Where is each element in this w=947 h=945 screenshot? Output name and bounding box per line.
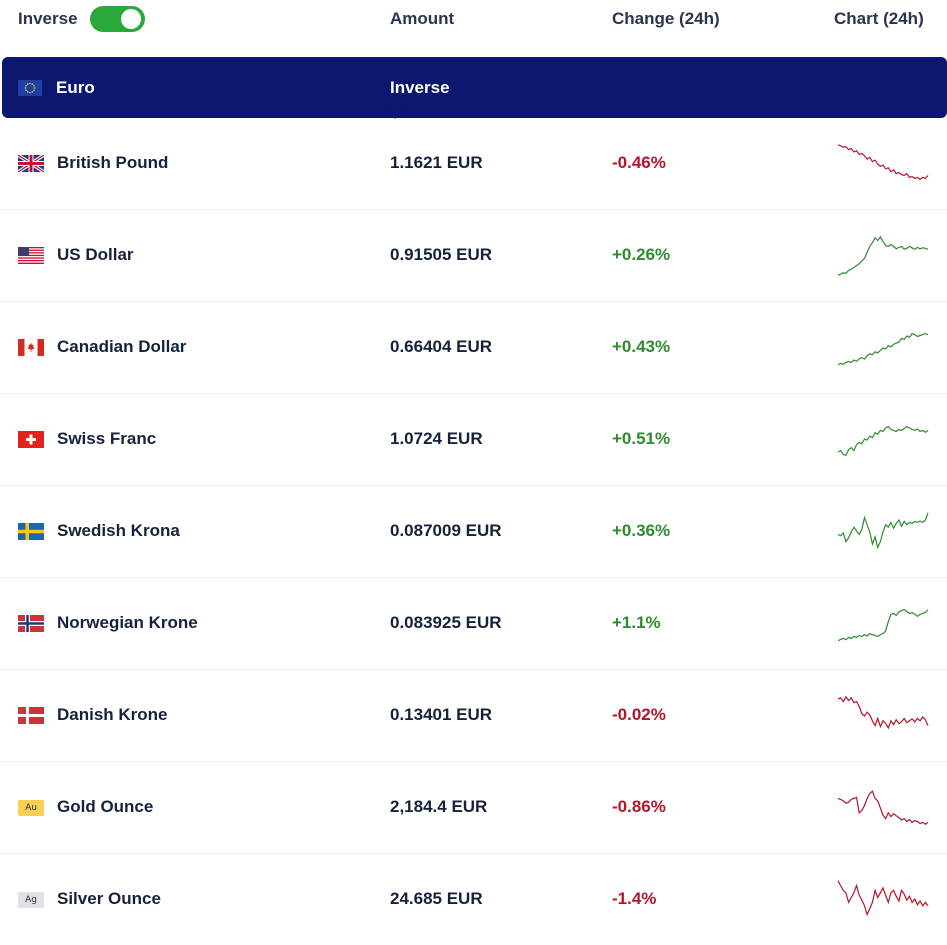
currency-change: -0.46% bbox=[612, 153, 666, 172]
currency-change: +1.1% bbox=[612, 613, 661, 632]
sparkline-chart bbox=[837, 144, 929, 181]
currency-row[interactable]: US Dollar 0.91505 EUR +0.26% bbox=[0, 210, 947, 302]
currency-change: +0.26% bbox=[612, 245, 671, 264]
dk-flag-icon bbox=[18, 707, 44, 724]
ch-flag-icon bbox=[18, 431, 44, 448]
currency-name: Gold Ounce bbox=[57, 797, 154, 816]
gold-ounce-icon: Au bbox=[18, 800, 44, 816]
eu-flag-icon bbox=[18, 80, 42, 96]
currency-name: Danish Krone bbox=[57, 705, 168, 724]
sparkline-line bbox=[837, 235, 929, 276]
currency-amount: 0.087009 EUR bbox=[390, 521, 502, 540]
currency-row[interactable]: British Pound 1.1621 EUR -0.46% bbox=[0, 118, 947, 210]
silver-ounce-icon: Ag bbox=[18, 892, 44, 908]
sparkline-chart bbox=[837, 425, 929, 457]
sparkline-line bbox=[837, 880, 929, 917]
currency-name: Swiss Franc bbox=[57, 429, 157, 448]
currency-name: Canadian Dollar bbox=[57, 337, 187, 356]
currency-amount: 24.685 EUR bbox=[390, 889, 483, 908]
currency-amount: 1.1621 EUR bbox=[390, 153, 483, 172]
se-flag-icon bbox=[18, 523, 44, 540]
sparkline-line bbox=[837, 332, 929, 366]
column-header-chart: Chart (24h) bbox=[834, 9, 924, 28]
base-inverse-label[interactable]: Inverse bbox=[390, 78, 450, 97]
currency-change: -0.86% bbox=[612, 797, 666, 816]
sparkline-chart bbox=[837, 880, 929, 917]
uk-flag-icon bbox=[18, 155, 44, 172]
currency-change: +0.36% bbox=[612, 521, 671, 540]
sparkline-chart bbox=[837, 695, 929, 730]
currency-change: -1.4% bbox=[612, 889, 657, 908]
currency-name: Norwegian Krone bbox=[57, 613, 198, 632]
currency-change: -0.02% bbox=[612, 705, 666, 724]
sparkline-chart bbox=[837, 332, 929, 366]
currency-row[interactable]: Canadian Dollar 0.66404 EUR +0.43% bbox=[0, 302, 947, 394]
column-header-change: Change (24h) bbox=[612, 9, 720, 28]
currency-amount: 1.0724 EUR bbox=[390, 429, 483, 448]
currency-amount: 2,184.4 EUR bbox=[390, 797, 488, 816]
sparkline-line bbox=[837, 790, 929, 826]
toggle-knob bbox=[121, 9, 141, 29]
currency-name: Silver Ounce bbox=[57, 889, 161, 908]
column-header-amount: Amount bbox=[390, 9, 455, 28]
base-currency-name: Euro bbox=[56, 78, 95, 97]
sparkline-chart bbox=[837, 608, 929, 642]
top-bar: Inverse Amount Change (24h) Chart (24h) bbox=[0, 0, 947, 40]
caret-indicator bbox=[388, 109, 402, 119]
sparkline-chart bbox=[837, 790, 929, 826]
currency-change: +0.51% bbox=[612, 429, 671, 448]
base-currency-row[interactable]: Euro Inverse bbox=[2, 57, 947, 118]
sparkline-line bbox=[837, 144, 929, 181]
currency-row[interactable]: Danish Krone 0.13401 EUR -0.02% bbox=[0, 670, 947, 762]
currency-row[interactable]: Swedish Krona 0.087009 EUR +0.36% bbox=[0, 486, 947, 578]
currency-name: Swedish Krona bbox=[57, 521, 180, 540]
sparkline-chart bbox=[837, 512, 929, 550]
currency-amount: 0.083925 EUR bbox=[390, 613, 502, 632]
currency-row[interactable]: Swiss Franc 1.0724 EUR +0.51% bbox=[0, 394, 947, 486]
inverse-toggle[interactable] bbox=[90, 6, 145, 32]
currency-row[interactable]: Norwegian Krone 0.083925 EUR +1.1% bbox=[0, 578, 947, 670]
currency-amount: 0.91505 EUR bbox=[390, 245, 493, 264]
sparkline-line bbox=[837, 512, 929, 550]
currency-name: US Dollar bbox=[57, 245, 134, 264]
sparkline-chart bbox=[837, 235, 929, 276]
sparkline-line bbox=[837, 695, 929, 730]
no-flag-icon bbox=[18, 615, 44, 632]
sparkline-line bbox=[837, 608, 929, 642]
currency-amount: 0.66404 EUR bbox=[390, 337, 493, 356]
currency-row[interactable]: Au Gold Ounce 2,184.4 EUR -0.86% bbox=[0, 762, 947, 854]
ca-flag-icon bbox=[18, 339, 44, 356]
sparkline-line bbox=[837, 425, 929, 457]
currency-change: +0.43% bbox=[612, 337, 671, 356]
currency-list: British Pound 1.1621 EUR -0.46% US Dolla… bbox=[0, 118, 947, 945]
currency-name: British Pound bbox=[57, 153, 169, 172]
inverse-toggle-label: Inverse bbox=[18, 9, 78, 28]
us-flag-icon bbox=[18, 247, 44, 264]
currency-amount: 0.13401 EUR bbox=[390, 705, 493, 724]
currency-row[interactable]: Ag Silver Ounce 24.685 EUR -1.4% bbox=[0, 854, 947, 945]
